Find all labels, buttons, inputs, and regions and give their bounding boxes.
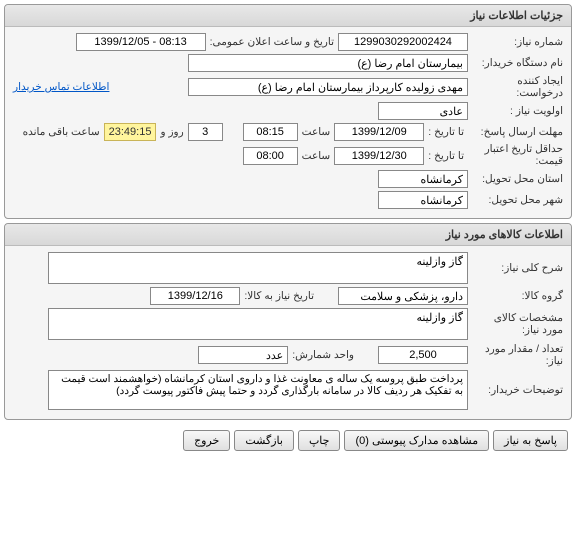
spec-label: مشخصات کالای مورد نیاز: <box>468 312 563 336</box>
days-label: روز و <box>156 126 187 138</box>
deadline-date-field[interactable] <box>334 123 424 141</box>
delivery-city-field[interactable] <box>378 191 468 209</box>
need-date-field[interactable] <box>150 287 240 305</box>
min-validity-date-field[interactable] <box>334 147 424 165</box>
attachments-button[interactable]: مشاهده مدارک پیوستی (0) <box>344 430 489 451</box>
priority-field[interactable] <box>378 102 468 120</box>
req-no-label: شماره نیاز: <box>468 36 563 48</box>
buyer-org-field[interactable] <box>188 54 468 72</box>
exit-button[interactable]: خروج <box>183 430 230 451</box>
deadline-time-field[interactable] <box>243 123 298 141</box>
req-no-field[interactable] <box>338 33 468 51</box>
desc-label: شرح کلی نیاز: <box>468 262 563 274</box>
panel1-body: شماره نیاز: تاریخ و ساعت اعلان عمومی: نا… <box>5 27 571 218</box>
notes-field[interactable] <box>48 370 468 410</box>
delivery-province-label: استان محل تحویل: <box>468 173 563 185</box>
panel2-body: شرح کلی نیاز: گروه کالا: تاریخ نیاز به ک… <box>5 246 571 419</box>
group-label: گروه کالا: <box>468 290 563 302</box>
delivery-city-label: شهر محل تحویل: <box>468 194 563 206</box>
requester-field[interactable] <box>188 78 468 96</box>
notes-label: توضیحات خریدار: <box>468 384 563 396</box>
pub-time-field[interactable] <box>76 33 206 51</box>
until-label-1: تا تاریخ : <box>424 126 468 138</box>
group-field[interactable] <box>338 287 468 305</box>
panel1-header: جزئیات اطلاعات نیاز <box>5 5 571 27</box>
need-date-label: تاریخ نیاز به کالا: <box>240 290 318 302</box>
remain-label: ساعت باقی مانده <box>19 126 104 138</box>
goods-info-panel: اطلاعات کالاهای مورد نیاز شرح کلی نیاز: … <box>4 223 572 420</box>
priority-label: اولویت نیاز : <box>468 105 563 117</box>
back-button[interactable]: بازگشت <box>234 430 294 451</box>
contact-link[interactable]: اطلاعات تماس خریدار <box>13 81 109 93</box>
buyer-org-label: نام دستگاه خریدار: <box>468 57 563 69</box>
reply-button[interactable]: پاسخ به نیاز <box>493 430 568 451</box>
print-button[interactable]: چاپ <box>298 430 341 451</box>
button-bar: پاسخ به نیاز مشاهده مدارک پیوستی (0) چاپ… <box>0 424 576 457</box>
min-validity-label: حداقل تاریخ اعتبار قیمت: <box>468 144 563 167</box>
qty-label: تعداد / مقدار مورد نیاز: <box>468 343 563 367</box>
pub-time-label: تاریخ و ساعت اعلان عمومی: <box>206 36 338 48</box>
unit-field[interactable] <box>198 346 288 364</box>
spec-field[interactable] <box>48 308 468 340</box>
qty-field[interactable] <box>378 346 468 364</box>
remaining-time-highlight: 23:49:15 <box>104 123 157 141</box>
panel2-header: اطلاعات کالاهای مورد نیاز <box>5 224 571 246</box>
requester-label: ایجاد کننده درخواست: <box>468 75 563 99</box>
until-label-2: تا تاریخ : <box>424 150 468 162</box>
request-details-panel: جزئیات اطلاعات نیاز شماره نیاز: تاریخ و … <box>4 4 572 219</box>
delivery-province-field[interactable] <box>378 170 468 188</box>
days-remaining-field[interactable] <box>188 123 223 141</box>
deadline-send-label: مهلت ارسال پاسخ: <box>468 126 563 138</box>
time-label-1: ساعت <box>298 126 335 138</box>
min-validity-time-field[interactable] <box>243 147 298 165</box>
time-label-2: ساعت <box>298 150 335 162</box>
unit-label: واحد شمارش: <box>288 349 358 361</box>
desc-field[interactable] <box>48 252 468 284</box>
